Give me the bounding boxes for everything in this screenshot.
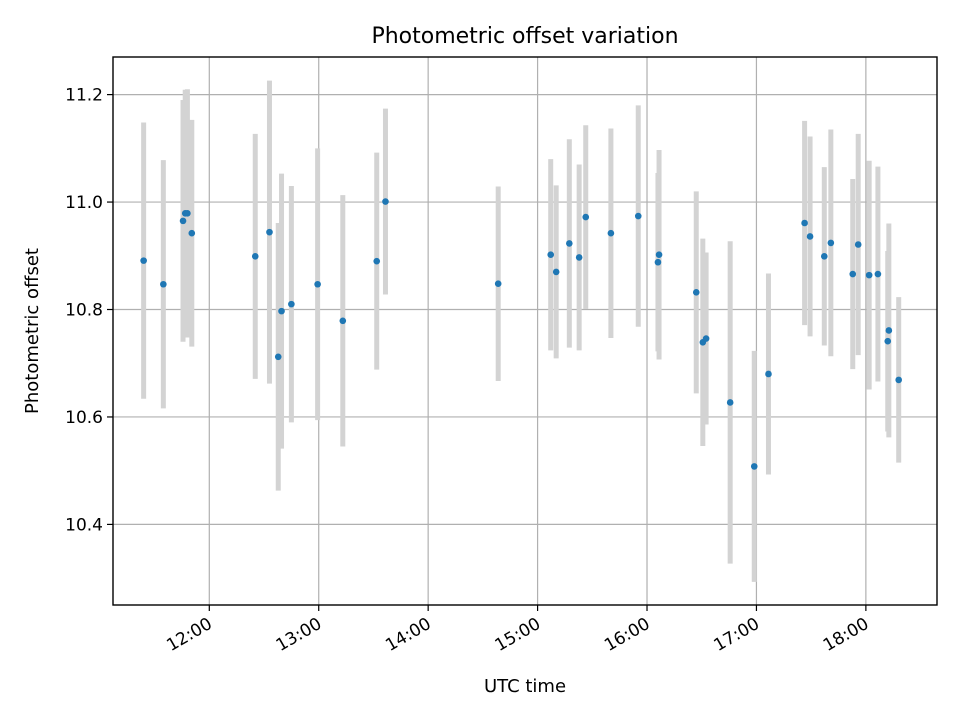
data-point (885, 327, 893, 334)
data-point (339, 317, 347, 325)
data-point (895, 376, 902, 384)
data-point (884, 337, 892, 345)
data-point (552, 268, 560, 276)
data-points (140, 198, 902, 470)
data-point (274, 353, 282, 361)
data-point (692, 289, 700, 296)
data-point (179, 217, 187, 225)
data-point (750, 463, 758, 470)
data-point (575, 254, 583, 261)
y-tick-label: 11.2 (65, 86, 103, 106)
y-tick-label: 10.6 (65, 408, 103, 428)
data-point (607, 229, 615, 237)
y-axis-label: Photometric offset (22, 248, 43, 414)
data-point (827, 239, 835, 247)
data-point (765, 370, 772, 378)
data-point (865, 271, 873, 279)
data-point (820, 253, 828, 260)
data-point (654, 258, 662, 266)
y-tick-label: 10.4 (65, 515, 103, 535)
data-point (288, 300, 295, 308)
data-point (382, 198, 389, 205)
data-point (582, 213, 590, 221)
data-point (806, 233, 814, 240)
data-point (801, 219, 808, 227)
data-point (702, 335, 710, 342)
data-point (278, 307, 285, 315)
data-point (251, 253, 259, 260)
data-point (494, 280, 502, 288)
data-point (314, 280, 321, 288)
y-tick-label: 11.0 (65, 193, 103, 213)
data-point (184, 210, 191, 217)
data-point (373, 257, 381, 265)
data-point (854, 241, 862, 248)
data-point (266, 228, 273, 236)
plot-frame (112, 56, 938, 606)
data-point (634, 212, 642, 220)
data-point (849, 270, 857, 278)
chart-title: Photometric offset variation (371, 24, 678, 49)
data-point (140, 257, 147, 264)
data-point (655, 251, 663, 259)
data-point (874, 270, 882, 278)
y-tick-label: 10.8 (65, 301, 103, 321)
data-point (566, 240, 573, 247)
data-point (726, 399, 734, 406)
data-point (188, 229, 196, 237)
data-point (160, 280, 167, 288)
x-axis-label: UTC time (484, 676, 566, 697)
data-point (547, 251, 555, 259)
